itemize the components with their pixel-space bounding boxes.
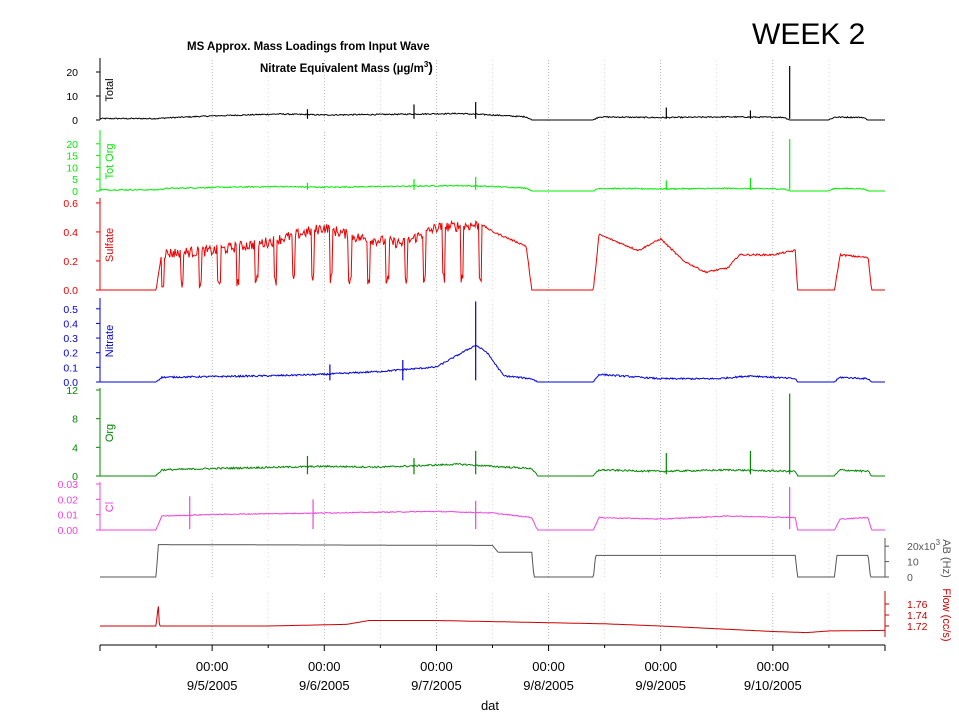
x-tick-label-time: 00:00: [757, 659, 790, 674]
panel-2: 0.0 0.2 0.4 0.6 Sulfate: [63, 198, 885, 297]
y-tick-label: 20x103: [907, 538, 941, 553]
x-axis: 00:00 9/5/2005 00:00 9/6/2005 00:00 9/7/2005 0…: [99, 644, 886, 693]
panel-label: Flow (cc/s): [940, 588, 952, 641]
panel-label: Sulfate: [104, 228, 116, 262]
panel-4: 0 4 8 12 Org: [66, 385, 885, 483]
y-tick-label: 0.4: [63, 318, 78, 330]
chart-title-line2: Nitrate Equivalent Mass (µg/m3): [260, 59, 433, 75]
chart-title-line2-close: ): [428, 59, 433, 75]
panel-label: Org: [104, 424, 116, 442]
y-tick-label: 0.01: [58, 510, 79, 522]
y-tick-label: 0: [72, 115, 78, 127]
y-tick-label: 0.0: [63, 285, 78, 297]
x-tick-label-time: 00:00: [420, 659, 453, 674]
y-tick-label: 0.2: [63, 348, 78, 360]
series-line: [99, 112, 885, 121]
x-tick-label-date: 9/9/2005: [635, 678, 686, 693]
panel-label: Cl: [104, 502, 116, 512]
y-tick-label: 1.74: [907, 610, 928, 622]
y-tick-label: 5: [72, 174, 78, 186]
series-line: [100, 219, 885, 291]
panel-6: 0 10 20x103 AB (Hz): [100, 538, 952, 584]
y-tick-label: 1.72: [907, 621, 928, 633]
y-tick-label: 0.03: [58, 479, 79, 491]
series-line: [100, 606, 885, 634]
y-tick-label: 10: [907, 557, 919, 569]
x-tick-label-time: 00:00: [644, 659, 677, 674]
y-tick-label: 20: [66, 139, 78, 151]
series-line: [100, 544, 885, 578]
y-tick-label: 0.2: [63, 256, 78, 268]
y-tick-label: 10: [66, 91, 78, 103]
y-tick-label: 0.02: [58, 494, 79, 506]
series-line: [100, 344, 885, 383]
chart-title-line2-sup: 3: [424, 60, 429, 69]
y-tick-label: 0: [72, 186, 78, 198]
y-tick-label: 1.76: [907, 599, 928, 611]
y-tick-label: 0.00: [58, 525, 79, 537]
panel-label: Tot Org: [104, 143, 116, 179]
x-tick-label-date: 9/5/2005: [187, 678, 238, 693]
y-tick-label: 0.1: [63, 362, 78, 374]
series-line: [100, 510, 885, 531]
y-tick-label: 12: [66, 385, 78, 397]
panel-0: 0 10 20 Total: [66, 58, 885, 127]
x-tick-label-date: 9/7/2005: [411, 678, 462, 693]
week-label: WEEK 2: [752, 18, 865, 51]
y-tick-label: 20: [66, 67, 78, 79]
series-line: [99, 184, 885, 192]
panel-7: 1.721.741.76 Flow (cc/s): [100, 588, 952, 642]
panel-label: Nitrate: [104, 325, 116, 357]
y-tick-label: 0.3: [63, 333, 78, 345]
y-tick-label: 15: [66, 151, 78, 163]
panel-label: Total: [104, 78, 116, 101]
panel-label: AB (Hz): [940, 539, 952, 578]
x-tick-label-time: 00:00: [532, 659, 565, 674]
x-tick-label-time: 00:00: [196, 659, 229, 674]
x-tick-label-date: 9/6/2005: [299, 678, 350, 693]
panel-3: 0.0 0.1 0.2 0.3 0.4 0.5 Nitrate: [63, 298, 885, 389]
y-tick-label: 0: [907, 572, 913, 584]
chart-title-line1: MS Approx. Mass Loadings from Input Wave: [187, 41, 430, 53]
y-tick-label: 4: [72, 442, 78, 454]
x-tick-label-date: 9/8/2005: [523, 678, 574, 693]
y-tick-label: 0: [72, 471, 78, 483]
panel-5: 0.00 0.01 0.02 0.03 Cl: [58, 479, 885, 537]
chart-title-line2-text: Nitrate Equivalent Mass (µg/m: [260, 63, 424, 75]
x-tick-label-date: 9/10/2005: [744, 678, 802, 693]
x-tick-label-time: 00:00: [308, 659, 341, 674]
y-tick-label: 0.4: [63, 227, 78, 239]
y-tick-label: 0.0: [63, 377, 78, 389]
y-tick-label: 0.6: [63, 198, 78, 210]
series-line: [100, 462, 885, 477]
y-tick-label: 10: [66, 162, 78, 174]
x-axis-label: dat: [481, 698, 499, 713]
y-tick-label: 0.5: [63, 304, 78, 316]
y-tick-label: 8: [72, 414, 78, 426]
